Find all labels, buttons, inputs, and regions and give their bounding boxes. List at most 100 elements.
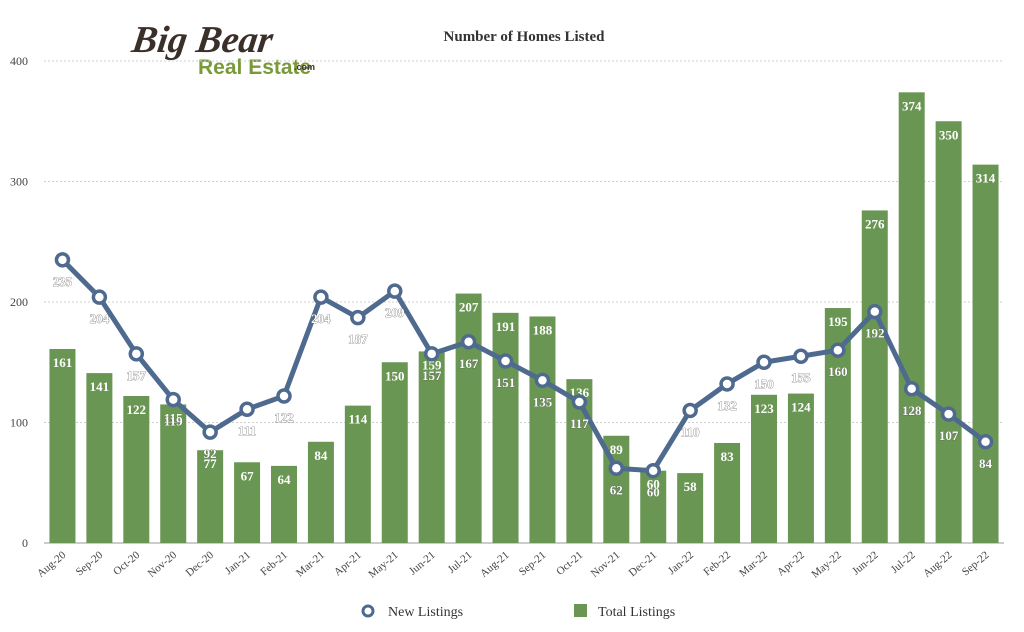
total-listings-bar [381,362,408,543]
total-listings-label: 188 [533,322,553,337]
new-listings-point [128,346,145,362]
y-axis-ticks: 0 100 200 300 400 [10,54,28,550]
x-tick-label: Dec-21 [627,549,660,579]
new-listings-label: 107 [939,428,959,443]
x-tick-label: Nov-21 [589,549,622,580]
legend-total-listings-marker [574,604,587,617]
new-listings-point [682,402,698,419]
total-listings-bar [787,393,814,543]
total-listings-bar [861,210,888,544]
bars [49,92,999,544]
total-listings-bar [49,348,76,543]
total-listings-label: 60 [647,477,660,492]
new-listings-point [571,394,588,410]
total-listings-label: 150 [385,368,405,383]
total-listings-label: 350 [939,127,959,142]
x-tick-label: Aug-22 [921,549,954,580]
legend-total-listings-label: Total Listings [598,605,675,620]
new-listings-series [54,252,994,479]
new-listings-label: 122 [274,410,294,425]
total-listings-label: 84 [314,448,328,463]
logo-background [128,18,338,80]
total-listings-bar [972,164,999,543]
new-listings-point [276,388,292,404]
new-listings-point [903,381,920,397]
total-listings-bar [640,470,667,543]
x-tick-label: Jan-22 [666,549,696,577]
total-listings-label: 314 [976,171,996,186]
new-listings-label: 111 [238,423,256,438]
total-listings-bar [160,404,187,543]
new-listings-point [460,334,477,350]
new-listings-point [977,434,994,450]
total-listings-label: 67 [241,468,255,483]
total-listings-bar [123,395,150,543]
total-listings-bar [492,312,519,543]
new-listings-point [534,372,551,389]
total-listings-label: 58 [684,479,698,494]
y-tick-label: 300 [10,175,28,189]
total-listings-label: 64 [278,472,292,487]
new-listings-point [940,406,957,422]
logo-line2: Real Estate [198,56,311,79]
new-listings-point [719,376,735,392]
new-listings-label: 204 [90,311,110,326]
new-listings-point [423,346,440,362]
y-tick-label: 100 [10,416,28,430]
total-listings-bar [714,442,741,543]
bar-labels: 161 141 122 115 77 67 64 84 114 150 159 207 191 188 13… [53,98,996,494]
x-tick-label: May-21 [366,549,400,581]
legend-new-listings-marker [361,604,375,618]
x-tick-label: Jul-21 [446,549,475,576]
y-tick-label: 200 [10,295,28,309]
total-listings-bar [197,450,224,543]
x-tick-label: Jun-22 [850,549,881,577]
x-tick-label: Oct-20 [111,549,142,578]
new-listings-point [793,348,809,364]
legend-new-listings-label: New Listings [388,605,463,620]
new-listings-label: 62 [610,482,623,497]
new-listings-point [387,283,403,299]
total-listings-label: 195 [828,314,848,329]
new-listings-label: 151 [496,375,516,390]
x-tick-label: May-22 [809,549,843,581]
new-listings-point [165,391,181,408]
new-listings-label: 204 [311,311,331,326]
x-tick-label: Dec-20 [184,549,217,579]
new-listings-label: 160 [828,364,848,379]
total-listings-bar [307,441,334,543]
new-listings-point [497,353,514,369]
new-listings-point [239,401,255,417]
total-listings-bar [529,316,556,543]
new-listings-point [313,289,329,305]
total-listings-label: 161 [53,355,73,370]
x-tick-label: Feb-22 [701,549,733,578]
new-listings-point [350,309,366,326]
x-tick-label: Mar-21 [294,549,327,579]
new-listings-label: 92 [204,446,217,461]
x-tick-label: Feb-21 [258,549,290,578]
total-listings-bar [935,121,962,543]
total-listings-label: 191 [496,319,516,334]
total-listings-bar [455,293,482,543]
chart-title: Number of Homes Listed [444,29,606,45]
new-listings-label: 84 [979,456,993,471]
x-axis-ticks: Aug-20 Sep-20 Oct-20 Nov-20 Dec-20 Jan-21 Feb-… [35,549,992,581]
new-listings-label: 167 [459,356,479,371]
total-listings-label: 123 [754,401,774,416]
line-labels: 235 204 157 119 92 111 122 204 187 209 157 167 151 13… [52,274,993,500]
total-listings-label: 114 [348,412,367,427]
x-tick-label: Oct-21 [554,549,585,578]
new-listings-label: 187 [348,332,368,347]
new-listings-label: 155 [791,370,811,385]
new-listings-point [608,460,625,477]
total-listings-label: 141 [90,379,110,394]
total-listings-bar [234,462,261,543]
x-tick-label: Jul-22 [889,549,918,576]
total-listings-bar [751,394,777,543]
x-tick-label: Jun-21 [407,549,438,577]
total-listings-label: 115 [164,410,183,425]
new-listings-label: 192 [865,326,885,341]
total-listings-label: 374 [902,98,922,113]
